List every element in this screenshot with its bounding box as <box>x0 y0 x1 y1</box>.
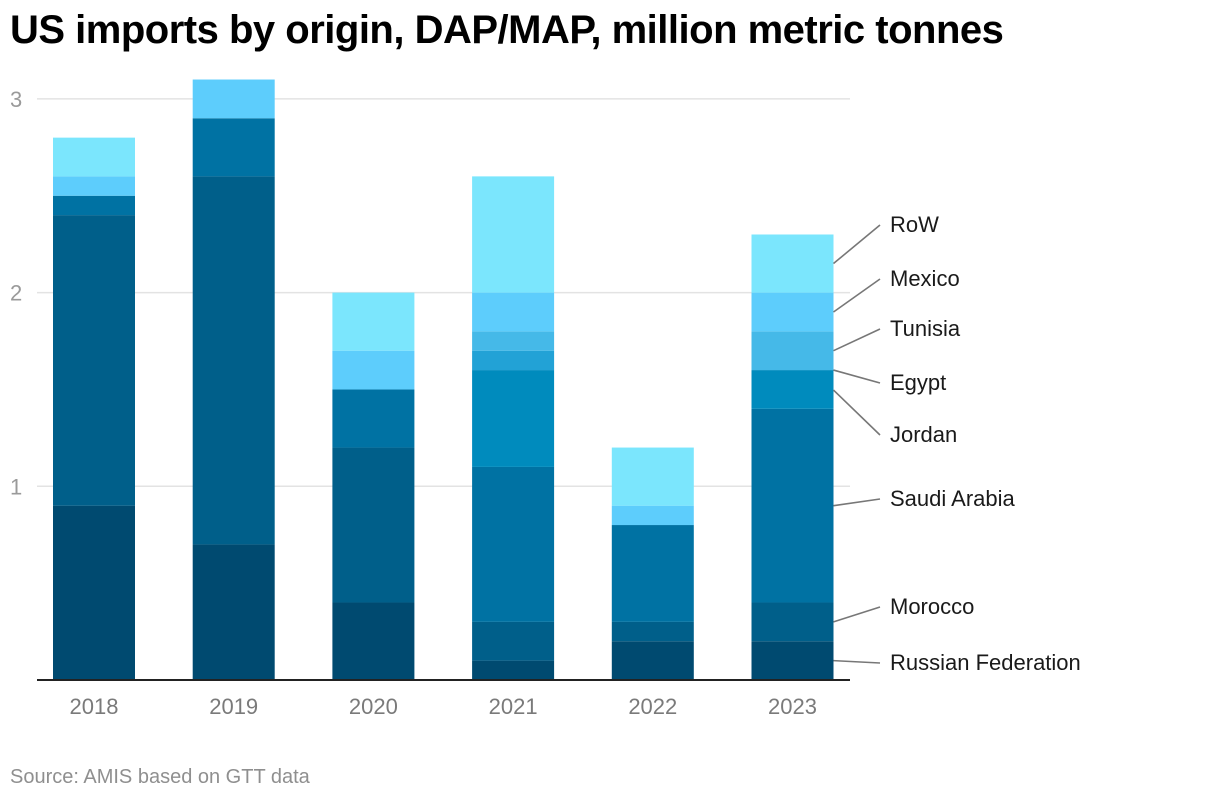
bar-2022-row <box>611 447 694 506</box>
bar-2023-jordan <box>751 370 834 409</box>
bar-2022-morocco <box>611 621 694 642</box>
chart-title: US imports by origin, DAP/MAP, million m… <box>10 8 1004 52</box>
leader-line-egypt <box>833 369 881 384</box>
bar-2020-russian-federation <box>332 602 415 680</box>
bar-2021-mexico <box>472 292 555 332</box>
x-axis-ticks: 2018 2019 2020 2021 2022 2023 <box>70 694 817 719</box>
bar-2019-mexico <box>192 79 275 119</box>
bar-2019-saudi-arabia <box>192 118 275 177</box>
x-tick-2020: 2020 <box>349 694 398 719</box>
x-tick-2021: 2021 <box>489 694 538 719</box>
bar-2022-mexico <box>611 505 694 526</box>
bar-2019-russian-federation <box>192 544 275 680</box>
leader-line-morocco <box>833 606 881 623</box>
bar-2021-egypt <box>472 350 555 371</box>
bar-2023-morocco <box>751 602 834 642</box>
leader-line-saudi-arabia <box>833 498 881 507</box>
bar-2022-saudi-arabia <box>611 525 694 622</box>
bar-2019-morocco <box>192 176 275 545</box>
leader-line-mexico <box>833 278 881 313</box>
bar-2023-tunisia <box>751 331 834 371</box>
bar-2021-saudi-arabia <box>472 466 555 622</box>
bar-2021-jordan <box>472 370 555 467</box>
series-label-tunisia: Tunisia <box>890 316 961 341</box>
bar-2023-mexico <box>751 292 834 332</box>
bar-2018-saudi-arabia <box>53 195 135 216</box>
series-label-morocco: Morocco <box>890 594 974 619</box>
bar-2020-morocco <box>332 447 415 603</box>
leader-line-russian-federation <box>833 659 881 664</box>
series-label-jordan: Jordan <box>890 422 957 447</box>
bar-2021-morocco <box>472 621 555 661</box>
bar-2018-morocco <box>53 215 135 506</box>
bar-2018-russian-federation <box>53 505 135 680</box>
bar-2018-row <box>53 137 135 177</box>
series-label-russian-federation: Russian Federation <box>890 650 1081 675</box>
y-tick-3: 3 <box>10 87 22 112</box>
bar-2023-saudi-arabia <box>751 408 834 603</box>
source-note: Source: AMIS based on GTT data <box>10 766 310 788</box>
leader-line-jordan <box>832 389 881 436</box>
gridlines <box>37 98 850 488</box>
bar-2021-russian-federation <box>472 660 555 680</box>
x-tick-2018: 2018 <box>70 694 119 719</box>
bar-2023-row <box>751 234 834 293</box>
bar-2018-mexico <box>53 176 135 196</box>
series-label-mexico: Mexico <box>890 266 960 291</box>
x-tick-2022: 2022 <box>628 694 677 719</box>
series-label-saudi-arabia: Saudi Arabia <box>890 486 1016 511</box>
bar-2021-row <box>472 176 555 293</box>
series-labels: Russian Federation Morocco Saudi Arabia Jor… <box>832 212 1081 675</box>
x-tick-2019: 2019 <box>209 694 258 719</box>
leader-line-tunisia <box>833 328 881 352</box>
bar-2020-row <box>332 292 415 351</box>
y-axis-ticks: 1 2 3 <box>10 87 22 499</box>
bars <box>53 79 834 680</box>
series-label-egypt: Egypt <box>890 370 946 395</box>
bar-2020-mexico <box>332 350 415 390</box>
bar-2023-russian-federation <box>751 641 834 680</box>
series-label-row: RoW <box>890 212 939 237</box>
bar-2021-tunisia <box>472 331 555 351</box>
y-tick-2: 2 <box>10 281 22 306</box>
x-tick-2023: 2023 <box>768 694 817 719</box>
leader-line-row <box>832 224 881 265</box>
y-tick-1: 1 <box>10 474 22 499</box>
bar-2022-russian-federation <box>611 641 694 680</box>
bar-2020-saudi-arabia <box>332 389 415 448</box>
